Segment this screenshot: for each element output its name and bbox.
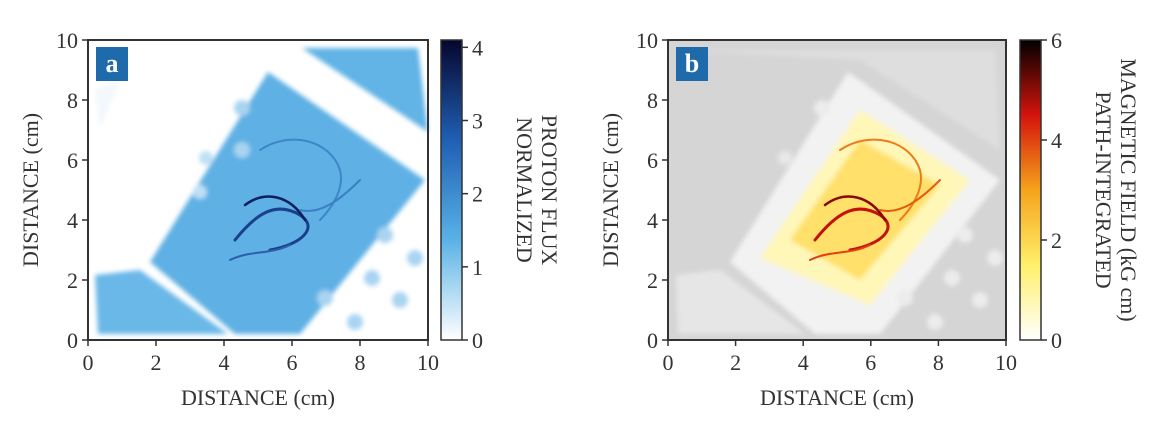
panel-label: b [685, 49, 699, 78]
colorbar [440, 39, 463, 341]
y-tick-label: 4 [647, 208, 658, 233]
y-tick-label: 2 [647, 268, 658, 293]
x-tick-label: 2 [730, 350, 741, 375]
panel-label-box [676, 47, 708, 81]
x-tick-label: 0 [83, 350, 94, 375]
colorbar-label: PROTON FLUX [537, 115, 562, 266]
colorbar-tick-label: 6 [1051, 28, 1062, 53]
colorbar-tick-label: 0 [472, 328, 483, 353]
colorbar-label: MAGNETIC FIELD (kG cm) [1116, 58, 1141, 321]
colorbar-tick-label: 0 [1051, 328, 1062, 353]
y-tick-label: 8 [67, 88, 78, 113]
colorbar-tick-label: 3 [472, 108, 483, 133]
x-tick-label: 8 [933, 350, 944, 375]
colorbar-tick-label: 4 [472, 35, 483, 60]
x-tick-label: 10 [995, 350, 1017, 375]
colorbar-tick-label: 4 [1051, 128, 1062, 153]
y-tick-label: 10 [636, 28, 658, 53]
panel-label-box [96, 47, 128, 81]
y-tick-label: 0 [67, 328, 78, 353]
y-tick-label: 10 [56, 28, 78, 53]
y-tick-label: 6 [67, 148, 78, 173]
x-tick-label: 8 [355, 350, 366, 375]
colorbar-label: NORMALIZED [512, 117, 537, 262]
y-axis-label: DISTANCE (cm) [18, 113, 43, 267]
x-tick-label: 4 [798, 350, 809, 375]
colorbar-label: PATH-INTEGRATED [1091, 91, 1116, 288]
x-axis-label: DISTANCE (cm) [760, 385, 914, 410]
x-tick-label: 6 [865, 350, 876, 375]
colorbar-tick-label: 1 [472, 255, 483, 280]
x-tick-label: 6 [287, 350, 298, 375]
y-tick-label: 0 [647, 328, 658, 353]
y-tick-label: 8 [647, 88, 658, 113]
x-tick-label: 2 [151, 350, 162, 375]
field-image [668, 40, 1006, 340]
colorbar-tick-label: 2 [1051, 228, 1062, 253]
y-axis-label: DISTANCE (cm) [598, 113, 623, 267]
x-tick-label: 4 [219, 350, 230, 375]
y-tick-label: 2 [67, 268, 78, 293]
x-tick-label: 0 [663, 350, 674, 375]
x-tick-label: 10 [417, 350, 439, 375]
y-tick-label: 6 [647, 148, 658, 173]
plot-frame [667, 39, 1007, 341]
colorbar-tick-label: 2 [472, 182, 483, 207]
x-axis-label: DISTANCE (cm) [181, 385, 335, 410]
plot-frame [87, 39, 429, 341]
colorbar [1019, 39, 1042, 341]
flux-image [95, 48, 428, 334]
panel-label: a [106, 49, 119, 78]
y-tick-label: 4 [67, 208, 78, 233]
